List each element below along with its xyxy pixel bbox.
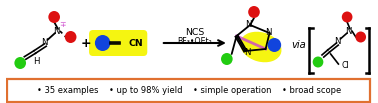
Circle shape [342, 12, 352, 22]
FancyBboxPatch shape [89, 30, 147, 56]
Ellipse shape [241, 32, 281, 62]
Text: BF₃•OEt₂: BF₃•OEt₂ [177, 36, 212, 46]
Circle shape [221, 53, 232, 65]
Text: N: N [53, 26, 59, 36]
Circle shape [268, 38, 281, 52]
Text: N: N [334, 36, 341, 46]
FancyBboxPatch shape [7, 79, 370, 102]
Text: • 35 examples    • up to 98% yield    • simple operation    • broad scope: • 35 examples • up to 98% yield • simple… [37, 86, 341, 95]
Text: N: N [41, 37, 48, 46]
Circle shape [355, 32, 366, 43]
Text: +: + [81, 36, 91, 50]
Text: N: N [245, 19, 251, 29]
Text: via: via [291, 40, 306, 50]
Text: NCS: NCS [185, 28, 204, 36]
Text: N: N [244, 47, 251, 57]
Text: H: H [33, 57, 40, 67]
Circle shape [248, 6, 260, 18]
Circle shape [95, 35, 110, 51]
Text: N: N [265, 28, 272, 36]
Text: Cl: Cl [341, 61, 349, 70]
Circle shape [313, 57, 323, 67]
Circle shape [65, 31, 76, 43]
Text: N: N [345, 26, 351, 36]
Circle shape [48, 11, 60, 23]
Text: ∓: ∓ [60, 19, 66, 29]
Circle shape [14, 57, 26, 69]
Text: CN: CN [129, 39, 144, 47]
